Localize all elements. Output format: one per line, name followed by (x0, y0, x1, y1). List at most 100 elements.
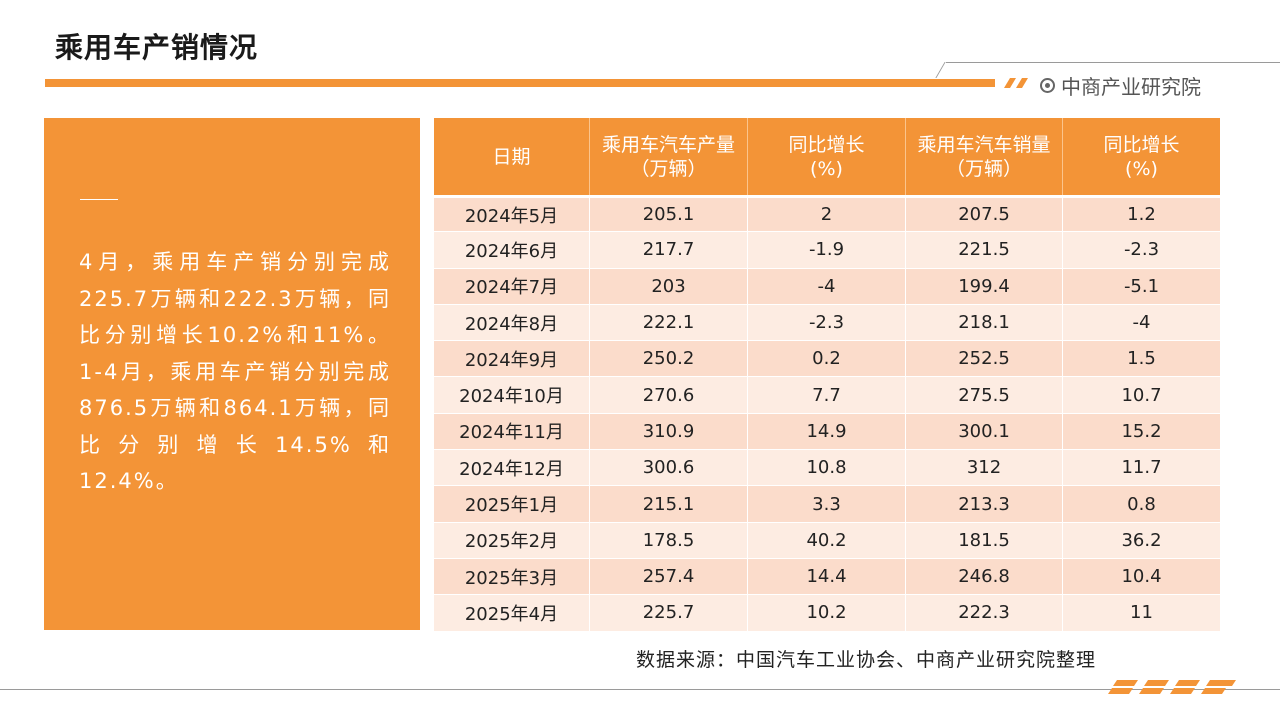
header-label: 同比增长 (788, 133, 865, 156)
header-unit: （万辆） (945, 157, 1022, 180)
table-header-row: 日期 乘用车汽车产量 （万辆） 同比增长 (%) 乘用车汽车销量 （万辆） 同比增长 (%) (434, 118, 1220, 195)
table-cell: 2024年9月 (434, 340, 590, 377)
table-row: 2024年5月 205.1 2 207.5 1.2 (434, 195, 1220, 232)
table-cell: 2025年3月 (434, 557, 590, 595)
table-cell: 2024年5月 (434, 195, 590, 232)
table-cell: 2024年7月 (434, 267, 590, 304)
table-header-cell: 乘用车汽车销量 （万辆） (906, 118, 1063, 195)
table-cell: 1.5 (1063, 340, 1220, 377)
table-cell: -4 (1063, 303, 1220, 341)
table-cell: 205.1 (590, 195, 748, 232)
table-cell: 10.8 (748, 449, 906, 486)
table-row: 2024年6月 217.7 -1.9 221.5 -2.3 (434, 231, 1220, 268)
table-cell: 2024年11月 (434, 412, 590, 450)
table-cell: 246.8 (906, 557, 1063, 595)
header-label: 日期 (492, 145, 531, 168)
table-cell: 2025年4月 (434, 594, 590, 631)
table-row: 2024年8月 222.1 -2.3 218.1 -4 (434, 303, 1220, 341)
table-cell: 178.5 (590, 521, 748, 558)
table-cell: -2.3 (1063, 231, 1220, 268)
table-cell: 312 (906, 449, 1063, 486)
table-header-cell: 乘用车汽车产量 （万辆） (590, 118, 748, 195)
table-cell: 181.5 (906, 521, 1063, 558)
table-cell: 2024年12月 (434, 449, 590, 486)
table-cell: 10.2 (748, 594, 906, 631)
table-cell: 213.3 (906, 485, 1063, 522)
table-cell: 3.3 (748, 485, 906, 522)
table-cell: -5.1 (1063, 267, 1220, 304)
table-cell: 0.8 (1063, 485, 1220, 522)
header-accent-bar (45, 79, 995, 87)
table-cell: 10.7 (1063, 376, 1220, 413)
table-cell: 252.5 (906, 340, 1063, 377)
table-row: 2025年4月 225.7 10.2 222.3 11 (434, 594, 1220, 631)
table-cell: 10.4 (1063, 557, 1220, 595)
table-cell: 2024年6月 (434, 231, 590, 268)
table-cell: 207.5 (906, 195, 1063, 232)
table-cell: 2025年1月 (434, 485, 590, 522)
table-cell: 257.4 (590, 557, 748, 595)
table-cell: 225.7 (590, 594, 748, 631)
summary-panel: 4月，乘用车产销分别完成225.7万辆和222.3万辆，同比分别增长10.2%和… (44, 118, 420, 630)
table-cell: 0.2 (748, 340, 906, 377)
table-cell: 2024年8月 (434, 303, 590, 341)
brand-logo: 中商产业研究院 (1040, 71, 1201, 100)
header-label: 乘用车汽车产量 (601, 133, 735, 156)
table-row: 2024年10月 270.6 7.7 275.5 10.7 (434, 376, 1220, 413)
page-title: 乘用车产销情况 (55, 31, 259, 64)
header-unit: （万辆） (630, 157, 707, 180)
table-cell: -4 (748, 267, 906, 304)
table-cell: -2.3 (748, 303, 906, 341)
footer-line (0, 689, 1280, 690)
summary-dash-divider (80, 199, 118, 200)
header-unit: (%) (1125, 157, 1158, 180)
table-cell: 270.6 (590, 376, 748, 413)
table-cell: 11.7 (1063, 449, 1220, 486)
table-row: 2024年7月 203 -4 199.4 -5.1 (434, 267, 1220, 304)
table-cell: 218.1 (906, 303, 1063, 341)
brand-circle-icon (1040, 78, 1055, 93)
data-source-note: 数据来源：中国汽车工业协会、中商产业研究院整理 (636, 649, 1097, 671)
table-cell: 222.1 (590, 303, 748, 341)
table-header-cell: 日期 (434, 118, 590, 195)
table-cell: 2024年10月 (434, 376, 590, 413)
table-row: 2024年12月 300.6 10.8 312 11.7 (434, 449, 1220, 486)
table-cell: 250.2 (590, 340, 748, 377)
table-cell: 310.9 (590, 412, 748, 450)
table-cell: 1.2 (1063, 195, 1220, 232)
table-cell: -1.9 (748, 231, 906, 268)
header-stripes-decoration (1004, 78, 1028, 88)
header-unit: (%) (810, 157, 843, 180)
table-cell: 300.6 (590, 449, 748, 486)
table-row: 2025年3月 257.4 14.4 246.8 10.4 (434, 557, 1220, 595)
table-cell: 221.5 (906, 231, 1063, 268)
table-header-cell: 同比增长 (%) (1063, 118, 1220, 195)
header-label: 同比增长 (1103, 133, 1180, 156)
table-cell: 275.5 (906, 376, 1063, 413)
table-cell: 222.3 (906, 594, 1063, 631)
table-cell: 14.9 (748, 412, 906, 450)
table-cell: 40.2 (748, 521, 906, 558)
summary-text: 4月，乘用车产销分别完成225.7万辆和222.3万辆，同比分别增长10.2%和… (79, 250, 391, 493)
table-header-cell: 同比增长 (%) (748, 118, 906, 195)
table-row: 2025年2月 178.5 40.2 181.5 36.2 (434, 521, 1220, 558)
brand-name: 中商产业研究院 (1061, 75, 1201, 99)
header-divider-line (946, 62, 1280, 63)
sales-data-table: 日期 乘用车汽车产量 （万辆） 同比增长 (%) 乘用车汽车销量 （万辆） 同比增长 (%) 2… (434, 118, 1220, 631)
table-cell: 14.4 (748, 557, 906, 595)
table-cell: 217.7 (590, 231, 748, 268)
table-cell: 300.1 (906, 412, 1063, 450)
footer-stripes-decoration (1108, 680, 1236, 694)
table-cell: 2025年2月 (434, 521, 590, 558)
table-cell: 215.1 (590, 485, 748, 522)
table-cell: 199.4 (906, 267, 1063, 304)
header-divider-slant (935, 62, 946, 78)
table-cell: 7.7 (748, 376, 906, 413)
table-row: 2025年1月 215.1 3.3 213.3 0.8 (434, 485, 1220, 522)
table-cell: 36.2 (1063, 521, 1220, 558)
table-cell: 15.2 (1063, 412, 1220, 450)
table-body: 2024年5月 205.1 2 207.5 1.2 2024年6月 217.7 -1.9 221… (434, 195, 1220, 631)
table-cell: 2 (748, 195, 906, 232)
table-cell: 11 (1063, 594, 1220, 631)
header-label: 乘用车汽车销量 (917, 133, 1051, 156)
